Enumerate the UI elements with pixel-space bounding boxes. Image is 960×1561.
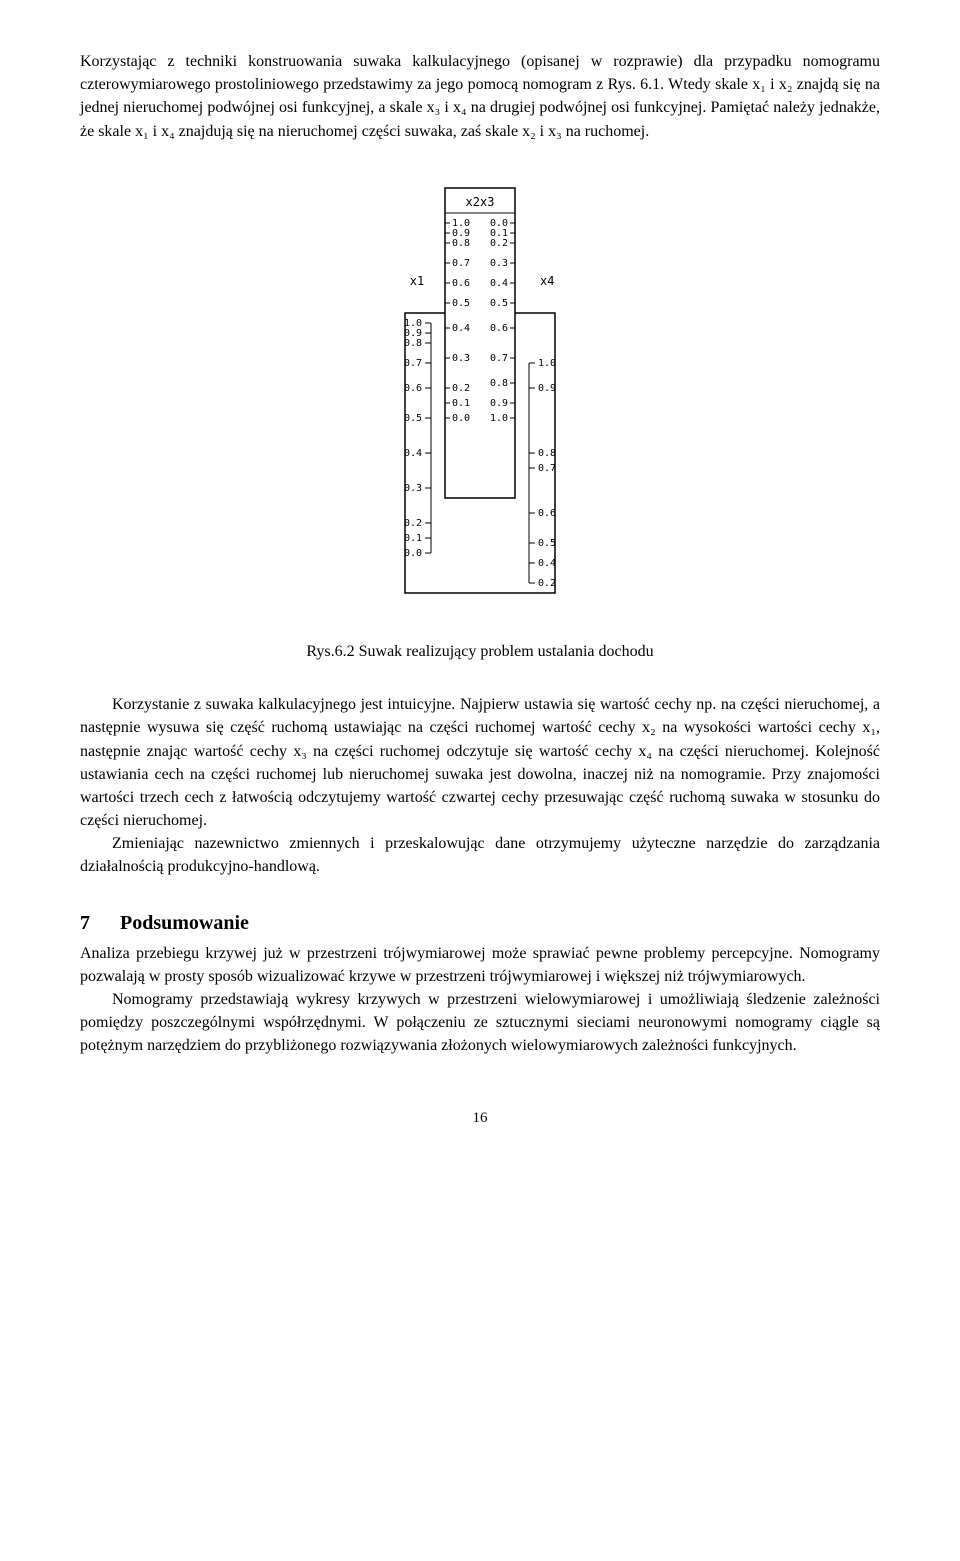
- svg-text:x1: x1: [410, 274, 424, 288]
- svg-text:0.8: 0.8: [452, 238, 470, 249]
- svg-text:0.9: 0.9: [490, 398, 508, 409]
- svg-text:0.4: 0.4: [404, 448, 422, 459]
- svg-text:0.6: 0.6: [452, 278, 470, 289]
- paragraph-5: Nomogramy przedstawiają wykresy krzywych…: [80, 988, 880, 1058]
- svg-text:0.0: 0.0: [452, 413, 470, 424]
- svg-text:0.1: 0.1: [452, 398, 470, 409]
- svg-text:0.7: 0.7: [452, 258, 470, 269]
- svg-text:1.0: 1.0: [538, 358, 556, 369]
- paragraph-3: Zmieniając nazewnictwo zmiennych i przes…: [80, 832, 880, 878]
- slide-rule-diagram: x2x3 x1 x4 1.0 0.9 0.8 0.7 0.6 0.5 0.4 0.3 0.2 0.1 0.…: [350, 183, 610, 613]
- svg-text:0.3: 0.3: [404, 483, 422, 494]
- section-heading: 7Podsumowanie: [80, 909, 880, 938]
- figure-caption: Rys.6.2 Suwak realizujący problem ustala…: [80, 640, 880, 663]
- section-title-text: Podsumowanie: [120, 912, 249, 934]
- figure-wrap: x2x3 x1 x4 1.0 0.9 0.8 0.7 0.6 0.5 0.4 0.3 0.2 0.1 0.…: [80, 183, 880, 663]
- svg-text:x4: x4: [540, 274, 554, 288]
- svg-text:0.4: 0.4: [490, 278, 508, 289]
- svg-text:0.4: 0.4: [538, 558, 556, 569]
- svg-text:0.6: 0.6: [404, 383, 422, 394]
- svg-text:0.7: 0.7: [490, 353, 508, 364]
- svg-text:x2x3: x2x3: [466, 195, 495, 209]
- svg-text:0.9: 0.9: [538, 383, 556, 394]
- svg-text:0.2: 0.2: [404, 518, 422, 529]
- section-number: 7: [80, 909, 120, 938]
- svg-text:0.7: 0.7: [538, 463, 556, 474]
- svg-text:0.0: 0.0: [404, 548, 422, 559]
- svg-text:0.7: 0.7: [404, 358, 422, 369]
- svg-text:0.3: 0.3: [490, 258, 508, 269]
- paragraph-1: Korzystając z techniki konstruowania suw…: [80, 50, 880, 143]
- svg-text:0.2: 0.2: [452, 383, 470, 394]
- svg-text:0.8: 0.8: [404, 338, 422, 349]
- svg-text:0.2: 0.2: [538, 578, 556, 589]
- paragraph-2: Korzystanie z suwaka kalkulacyjnego jest…: [80, 693, 880, 832]
- svg-text:0.8: 0.8: [490, 378, 508, 389]
- svg-text:0.4: 0.4: [452, 323, 470, 334]
- svg-text:0.5: 0.5: [404, 413, 422, 424]
- svg-text:1.0: 1.0: [490, 413, 508, 424]
- svg-text:0.5: 0.5: [490, 298, 508, 309]
- svg-text:0.2: 0.2: [490, 238, 508, 249]
- svg-text:0.6: 0.6: [490, 323, 508, 334]
- svg-text:0.6: 0.6: [538, 508, 556, 519]
- page-number: 16: [80, 1108, 880, 1130]
- svg-text:0.1: 0.1: [404, 533, 422, 544]
- paragraph-4: Analiza przebiegu krzywej już w przestrz…: [80, 942, 880, 988]
- svg-text:0.8: 0.8: [538, 448, 556, 459]
- svg-text:0.3: 0.3: [452, 353, 470, 364]
- svg-text:0.5: 0.5: [452, 298, 470, 309]
- svg-text:0.5: 0.5: [538, 538, 556, 549]
